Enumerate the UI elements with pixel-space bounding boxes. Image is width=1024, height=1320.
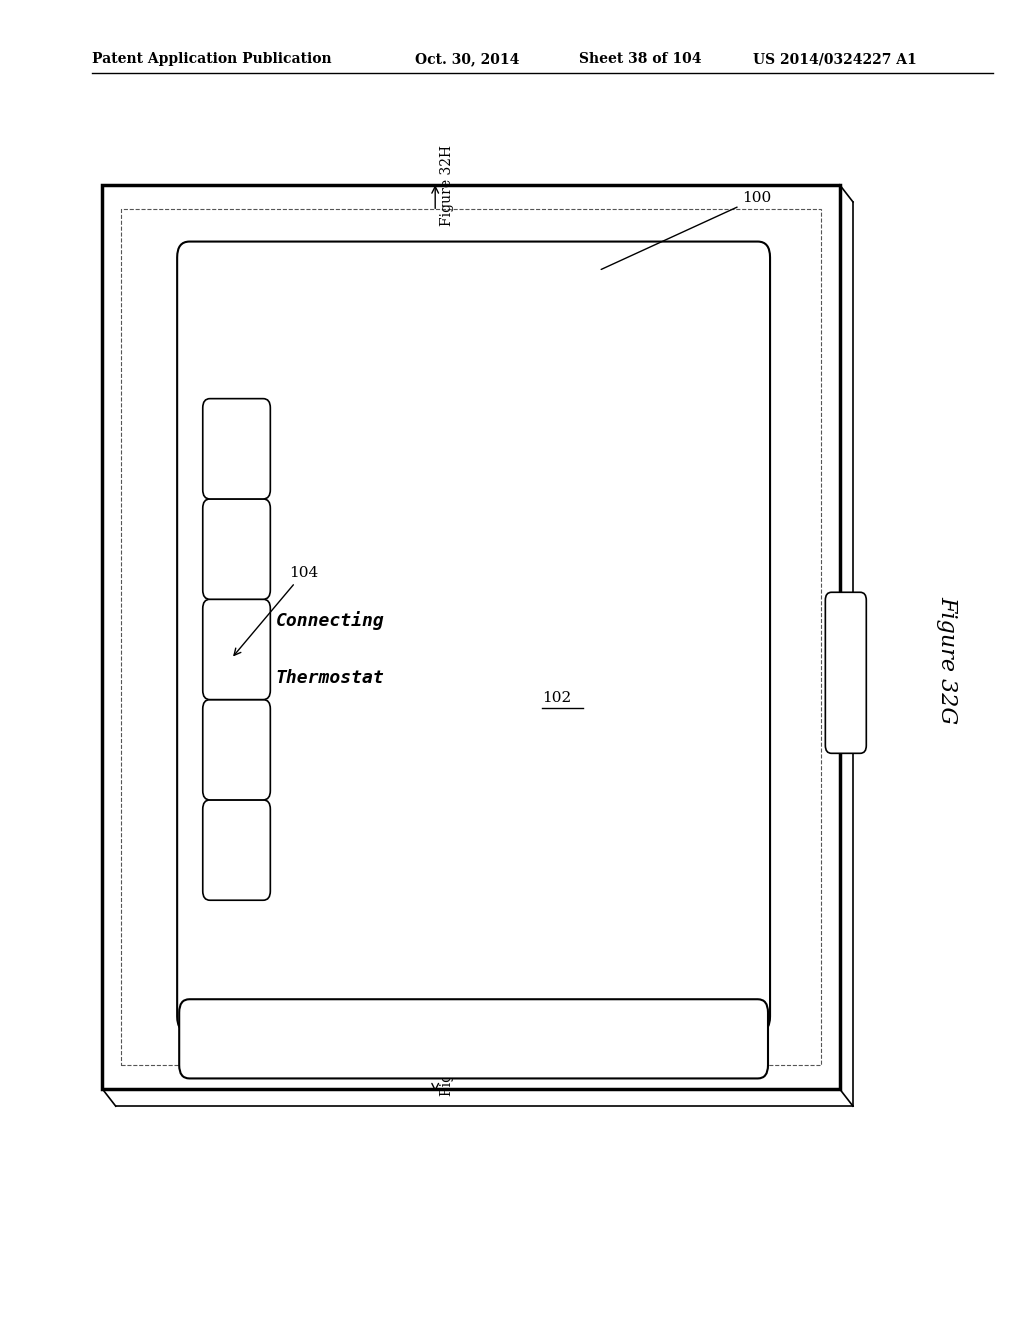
FancyBboxPatch shape [179, 999, 768, 1078]
FancyBboxPatch shape [203, 800, 270, 900]
FancyBboxPatch shape [203, 599, 270, 700]
Text: Figure 32H: Figure 32H [440, 145, 455, 226]
Text: Thermostat: Thermostat [275, 669, 384, 688]
Text: Oct. 30, 2014: Oct. 30, 2014 [415, 53, 519, 66]
Text: Figure 32G: Figure 32G [936, 595, 958, 725]
FancyBboxPatch shape [177, 242, 770, 1032]
FancyBboxPatch shape [825, 593, 866, 754]
Text: Patent Application Publication: Patent Application Publication [92, 53, 332, 66]
Text: US 2014/0324227 A1: US 2014/0324227 A1 [753, 53, 916, 66]
Text: 100: 100 [601, 191, 772, 269]
Text: Connecting: Connecting [275, 611, 384, 630]
Text: Figure 32F: Figure 32F [440, 1016, 455, 1096]
FancyBboxPatch shape [102, 185, 840, 1089]
FancyBboxPatch shape [203, 499, 270, 599]
Text: Sheet 38 of 104: Sheet 38 of 104 [579, 53, 701, 66]
FancyBboxPatch shape [203, 700, 270, 800]
Text: 104: 104 [234, 566, 318, 655]
Text: 102: 102 [542, 690, 571, 705]
FancyBboxPatch shape [203, 399, 270, 499]
